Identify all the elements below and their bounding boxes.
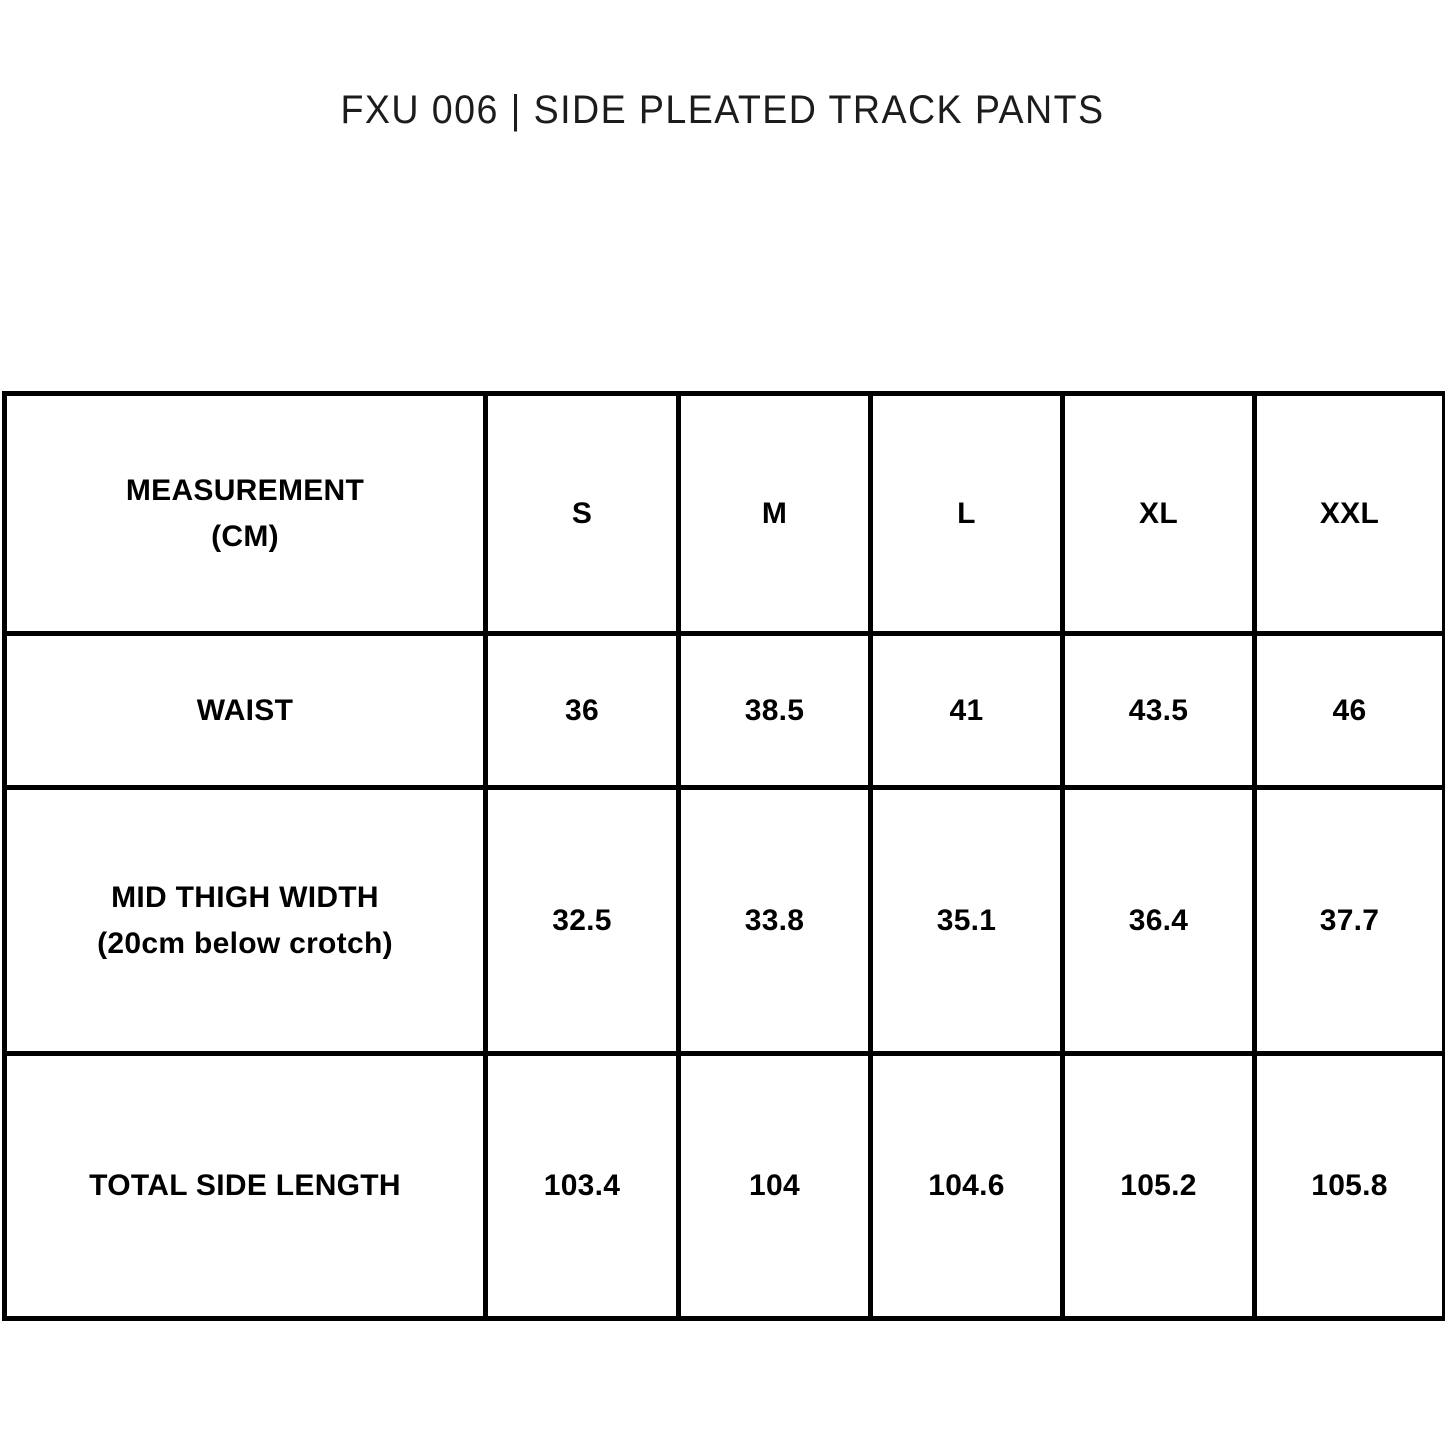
value-cell-waist-m: 38.5 — [676, 631, 873, 790]
value-cell-waist-s: 36 — [483, 631, 681, 790]
value-cell-waist-l: 41 — [868, 631, 1065, 790]
mid-thigh-label-line1: MID THIGH WIDTH — [111, 880, 379, 914]
header-cell-size-l: L — [868, 391, 1065, 636]
size-chart-table: MEASUREMENT (CM) S M L XL XXL WAIST 36 3… — [2, 391, 1445, 1321]
header-cell-size-s: S — [483, 391, 681, 636]
value-cell-waist-xxl: 46 — [1252, 631, 1445, 790]
value-cell-mid-thigh-s: 32.5 — [483, 785, 681, 1056]
value-cell-total-length-xl: 105.2 — [1060, 1051, 1257, 1321]
row-label-cell-total-side-length: TOTAL SIDE LENGTH — [2, 1051, 488, 1321]
value-cell-waist-xl: 43.5 — [1060, 631, 1257, 790]
measurement-header-line1: MEASUREMENT — [125, 473, 365, 507]
value-cell-mid-thigh-xxl: 37.7 — [1252, 785, 1445, 1056]
value-cell-mid-thigh-xl: 36.4 — [1060, 785, 1257, 1056]
row-label-cell-waist: WAIST — [2, 631, 488, 790]
value-cell-total-length-s: 103.4 — [483, 1051, 681, 1321]
table-row-waist: WAIST 36 38.5 41 43.5 46 — [2, 631, 1445, 790]
header-cell-size-m: M — [676, 391, 873, 636]
table-header-row: MEASUREMENT (CM) S M L XL XXL — [2, 391, 1445, 636]
table-row-mid-thigh-width: MID THIGH WIDTH (20cm below crotch) 32.5… — [2, 785, 1445, 1056]
value-cell-total-length-m: 104 — [676, 1051, 873, 1321]
table-row-total-side-length: TOTAL SIDE LENGTH 103.4 104 104.6 105.2 … — [2, 1051, 1445, 1321]
row-label-cell-mid-thigh-width: MID THIGH WIDTH (20cm below crotch) — [2, 785, 488, 1056]
header-cell-size-xl: XL — [1060, 391, 1257, 636]
header-cell-size-xxl: XXL — [1252, 391, 1445, 636]
value-cell-mid-thigh-m: 33.8 — [676, 785, 873, 1056]
mid-thigh-label-line2: (20cm below crotch) — [97, 926, 393, 960]
value-cell-total-length-l: 104.6 — [868, 1051, 1065, 1321]
value-cell-total-length-xxl: 105.8 — [1252, 1051, 1445, 1321]
page-title: FXU 006 | SIDE PLEATED TRACK PANTS — [340, 88, 1105, 132]
header-cell-measurement: MEASUREMENT (CM) — [2, 391, 488, 636]
value-cell-mid-thigh-l: 35.1 — [868, 785, 1065, 1056]
measurement-header-line2: (CM) — [211, 519, 279, 553]
